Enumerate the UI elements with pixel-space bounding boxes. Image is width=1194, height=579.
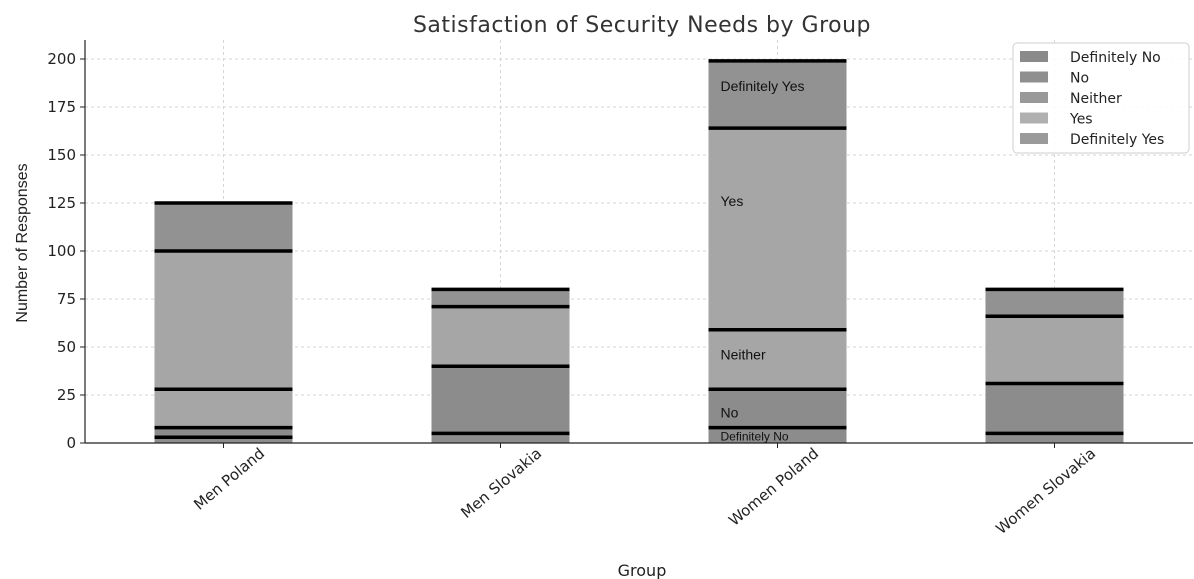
y-tick-label: 150 bbox=[47, 146, 76, 164]
legend-swatch bbox=[1020, 71, 1048, 83]
legend-label: No bbox=[1070, 71, 1089, 87]
y-tick-labels: 0 25 50 75 100 125 150 175 200 bbox=[47, 50, 85, 452]
legend-swatch bbox=[1020, 133, 1048, 144]
x-tick-label: Men Poland bbox=[190, 444, 268, 513]
legend-swatch bbox=[1020, 92, 1048, 103]
legend-label: Yes bbox=[1069, 112, 1093, 128]
legend-label: Neither bbox=[1070, 91, 1122, 107]
bar-segment bbox=[708, 329, 847, 390]
annotations: Definitely Yes Yes Neither No Definitely No bbox=[721, 78, 805, 443]
bar-segment bbox=[708, 60, 847, 129]
legend-label: Definitely Yes bbox=[1070, 132, 1164, 148]
legend-label: Definitely No bbox=[1070, 50, 1161, 66]
y-tick-label: 200 bbox=[47, 50, 76, 68]
bars bbox=[154, 59, 1124, 443]
bar-segment bbox=[154, 389, 293, 428]
y-tick-label: 75 bbox=[57, 290, 76, 308]
bar-segment bbox=[708, 427, 847, 443]
bar-segment bbox=[431, 306, 570, 367]
x-tick-label: Men Slovakia bbox=[457, 444, 545, 522]
bar-segment bbox=[154, 251, 293, 390]
legend: Definitely No No Neither Yes Definitely Yes bbox=[1012, 42, 1190, 154]
y-tick-label: 100 bbox=[47, 242, 76, 260]
legend-swatch bbox=[1020, 112, 1048, 124]
x-tick-labels: Men Poland Men Slovakia Women Poland Women … bbox=[190, 443, 1099, 538]
bar-segment bbox=[154, 203, 293, 251]
bar-segment bbox=[985, 316, 1124, 384]
bar-segment bbox=[154, 437, 293, 443]
legend-box bbox=[1012, 42, 1190, 154]
bar-segment bbox=[431, 366, 570, 434]
bar-segment bbox=[154, 427, 293, 438]
y-axis-title: Number of Responses bbox=[14, 163, 31, 322]
chart-title: Satisfaction of Security Needs by Group bbox=[413, 13, 871, 38]
y-tick-label: 125 bbox=[47, 194, 76, 212]
bar-segment bbox=[708, 389, 847, 428]
bar-segment bbox=[431, 433, 570, 443]
bar-annotation: No bbox=[721, 404, 739, 420]
y-tick-label: 50 bbox=[57, 338, 76, 356]
bar-segment bbox=[985, 383, 1124, 434]
bar-segment bbox=[985, 289, 1124, 317]
bar-segment bbox=[708, 128, 847, 330]
bar-annotation: Definitely Yes bbox=[721, 78, 805, 94]
legend-swatch bbox=[1020, 51, 1048, 62]
y-tick-label: 175 bbox=[47, 98, 76, 116]
bar-annotation: Neither bbox=[721, 347, 766, 363]
x-tick-label: Women Slovakia bbox=[992, 444, 1099, 538]
y-tick-label: 0 bbox=[66, 434, 76, 452]
bar-annotation: Definitely No bbox=[721, 429, 789, 443]
y-tick-label: 25 bbox=[57, 386, 76, 404]
x-tick-label: Women Poland bbox=[725, 444, 822, 529]
x-axis-title: Group bbox=[618, 561, 667, 579]
bar-annotation: Yes bbox=[721, 193, 744, 209]
bar-segment bbox=[985, 433, 1124, 443]
bar-segment bbox=[431, 289, 570, 307]
